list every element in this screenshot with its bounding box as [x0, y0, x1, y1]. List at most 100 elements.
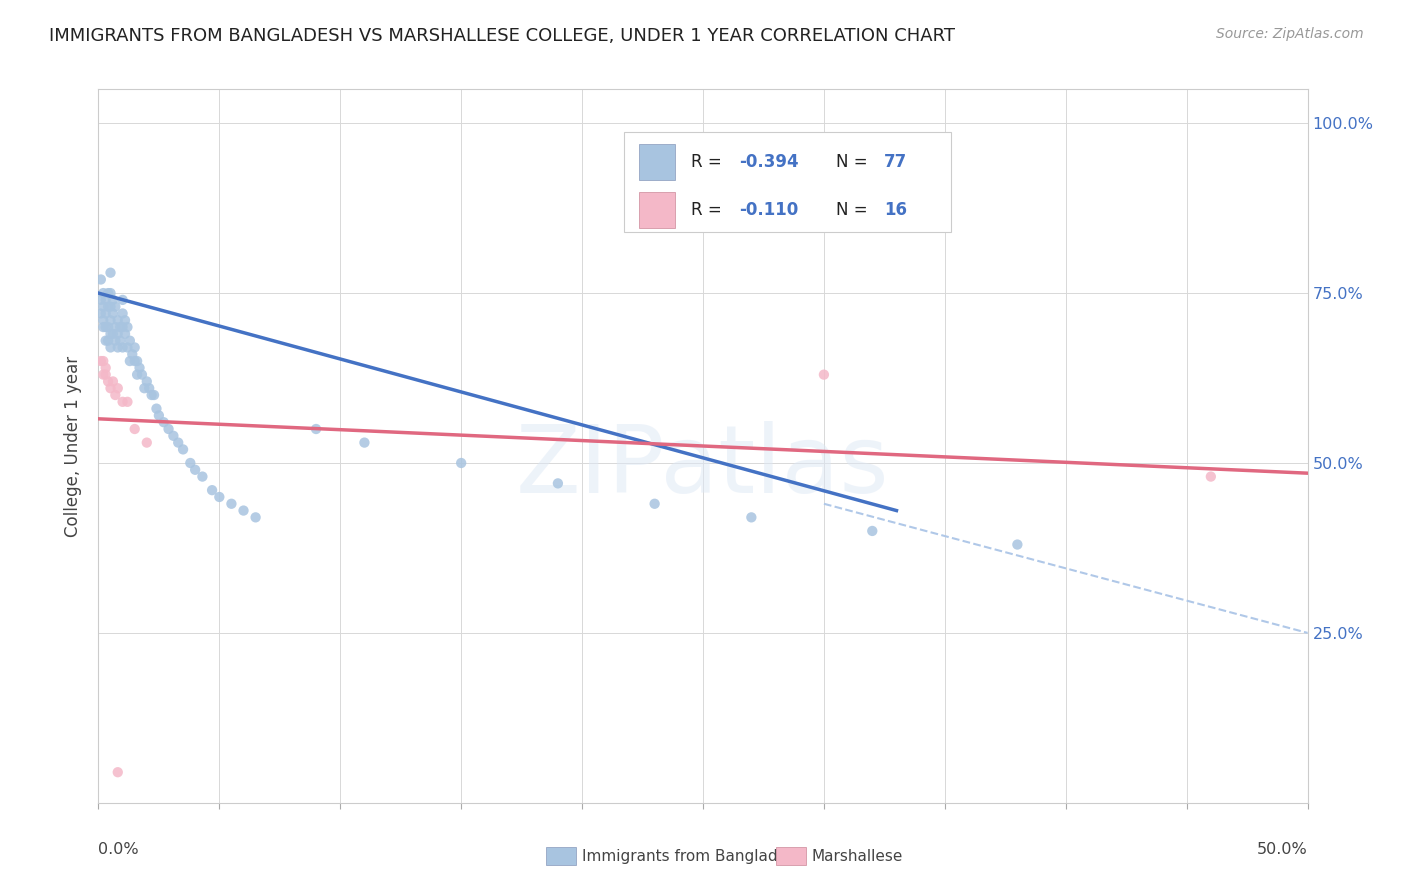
Point	[124, 422, 146, 436]
Point	[121, 347, 143, 361]
Point	[91, 313, 114, 327]
Point	[127, 354, 149, 368]
Point	[117, 341, 139, 355]
Point	[111, 306, 134, 320]
Point	[172, 442, 194, 457]
Point	[1199, 469, 1222, 483]
Point	[111, 394, 134, 409]
Point	[97, 334, 120, 348]
Point	[111, 320, 134, 334]
Text: Marshallese: Marshallese	[811, 849, 903, 863]
Point	[97, 375, 120, 389]
Point	[90, 354, 112, 368]
Point	[118, 354, 141, 368]
Bar	[546, 847, 576, 865]
Point	[740, 510, 762, 524]
Point	[117, 320, 139, 334]
Point	[101, 326, 124, 341]
Point	[107, 765, 129, 780]
Point	[94, 360, 117, 375]
Point	[108, 320, 131, 334]
Point	[162, 429, 184, 443]
Point	[107, 326, 129, 341]
Point	[100, 381, 122, 395]
Point	[97, 286, 120, 301]
Point	[107, 381, 129, 395]
Text: -0.110: -0.110	[740, 201, 799, 219]
Point	[145, 401, 167, 416]
Point	[100, 326, 122, 341]
Point	[100, 300, 122, 314]
Point	[184, 463, 207, 477]
Point	[91, 286, 114, 301]
Point	[104, 320, 127, 334]
Point	[191, 469, 214, 483]
Point	[100, 341, 122, 355]
Point	[94, 306, 117, 320]
Point	[157, 422, 180, 436]
Point	[305, 422, 328, 436]
Text: N =: N =	[837, 201, 873, 219]
Point	[141, 388, 163, 402]
Point	[143, 388, 166, 402]
Point	[100, 266, 122, 280]
Point	[644, 497, 666, 511]
Text: 0.0%: 0.0%	[98, 842, 139, 857]
Point	[97, 320, 120, 334]
Point	[179, 456, 201, 470]
Point	[90, 306, 112, 320]
Point	[118, 334, 141, 348]
Text: Source: ZipAtlas.com: Source: ZipAtlas.com	[1216, 27, 1364, 41]
Text: ZIPatlas: ZIPatlas	[516, 421, 890, 514]
Point	[107, 313, 129, 327]
Text: N =: N =	[837, 153, 873, 171]
Point	[101, 375, 124, 389]
Point	[245, 510, 267, 524]
Point	[813, 368, 835, 382]
Point	[104, 388, 127, 402]
Point	[131, 368, 153, 382]
Point	[104, 334, 127, 348]
Point	[138, 381, 160, 395]
Point	[111, 341, 134, 355]
Point	[124, 354, 146, 368]
Point	[111, 293, 134, 307]
Point	[117, 394, 139, 409]
Point	[94, 320, 117, 334]
Point	[108, 334, 131, 348]
Point	[101, 293, 124, 307]
Point	[134, 381, 156, 395]
Point	[152, 415, 174, 429]
Point	[100, 313, 122, 327]
Point	[547, 476, 569, 491]
Point	[353, 435, 375, 450]
Point	[91, 300, 114, 314]
Text: Immigrants from Bangladesh: Immigrants from Bangladesh	[582, 849, 804, 863]
Point	[91, 368, 114, 382]
Point	[91, 354, 114, 368]
Point	[135, 435, 157, 450]
Bar	[776, 847, 806, 865]
Point	[94, 368, 117, 382]
Text: 77: 77	[884, 153, 908, 171]
Point	[167, 435, 190, 450]
Point	[90, 272, 112, 286]
Point	[107, 341, 129, 355]
Point	[450, 456, 472, 470]
Text: IMMIGRANTS FROM BANGLADESH VS MARSHALLESE COLLEGE, UNDER 1 YEAR CORRELATION CHAR: IMMIGRANTS FROM BANGLADESH VS MARSHALLES…	[49, 27, 955, 45]
Point	[90, 293, 112, 307]
Point	[94, 293, 117, 307]
Point	[201, 483, 224, 498]
Point	[208, 490, 231, 504]
Text: R =: R =	[690, 201, 727, 219]
Point	[100, 286, 122, 301]
Point	[94, 334, 117, 348]
FancyBboxPatch shape	[624, 132, 950, 232]
Point	[97, 300, 120, 314]
Bar	[638, 192, 675, 227]
Point	[114, 326, 136, 341]
Point	[1007, 537, 1029, 551]
Point	[148, 409, 170, 423]
Point	[135, 375, 157, 389]
Point	[232, 503, 254, 517]
